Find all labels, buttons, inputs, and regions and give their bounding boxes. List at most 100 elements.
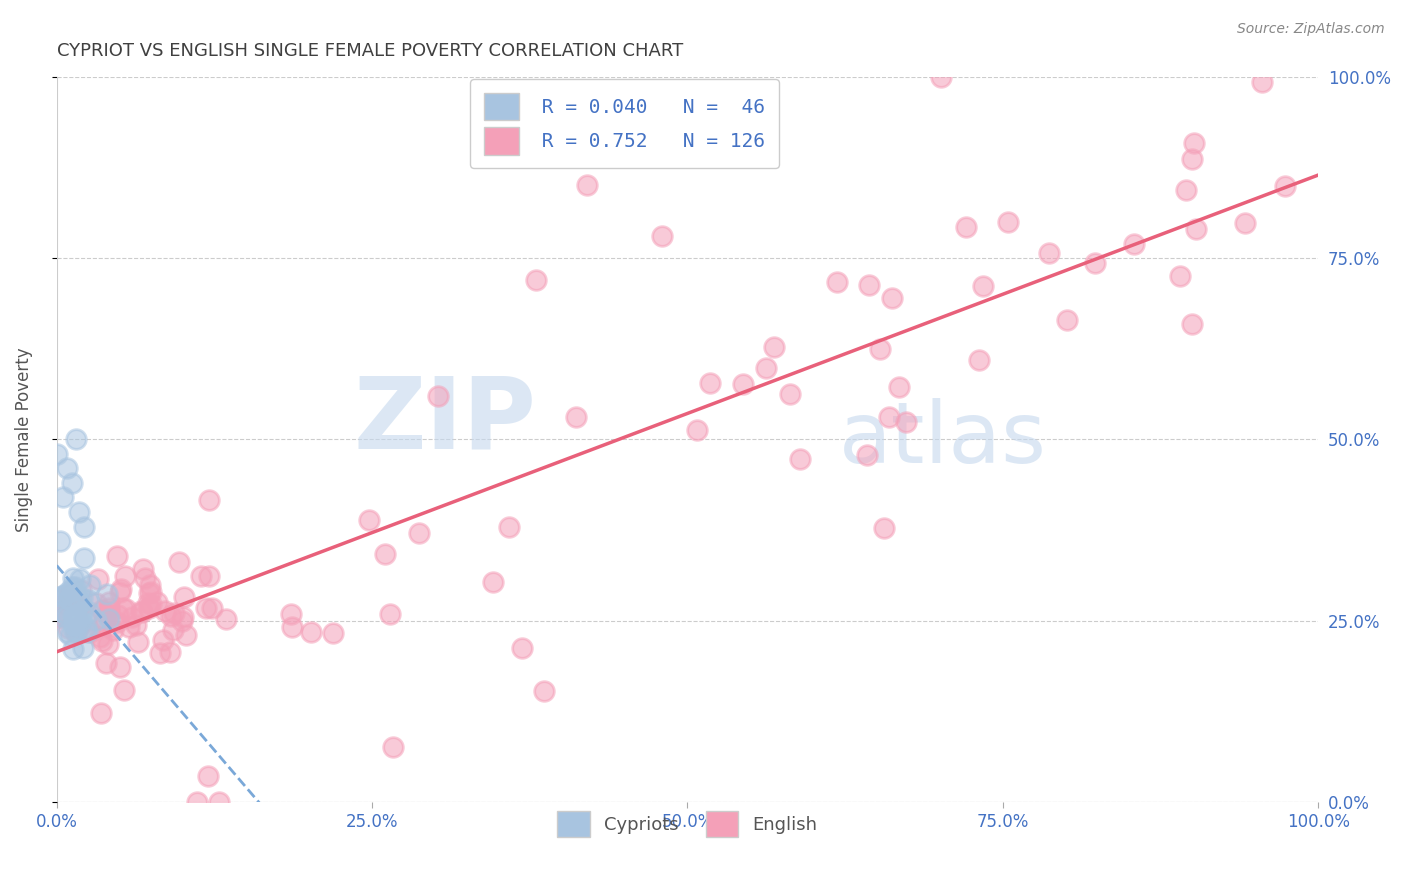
Point [195, 600, 218, 615]
Point [70, 614, 93, 628]
Point [138, 600, 160, 615]
Text: ZIP: ZIP [353, 373, 536, 470]
Point [141, 597, 163, 611]
Point [163, 607, 186, 621]
Point [699, 376, 721, 391]
Point [77, 593, 100, 607]
Point [118, 620, 141, 634]
Point [63, 597, 86, 611]
Point [138, 586, 160, 600]
Point [281, 620, 304, 634]
Point [96, 587, 118, 601]
Point [52, 609, 75, 624]
Point [53, 598, 76, 612]
Point [481, 575, 503, 590]
Point [67, 505, 90, 519]
Point [1181, 152, 1204, 166]
Point [59, 594, 82, 608]
Point [56, 621, 79, 635]
Point [190, 569, 212, 583]
Point [89, 630, 111, 644]
Point [138, 578, 160, 592]
Point [152, 633, 174, 648]
Point [66, 622, 89, 636]
Point [65, 433, 87, 447]
Point [139, 585, 162, 599]
Point [427, 389, 450, 403]
Point [70, 582, 93, 597]
Point [84, 596, 107, 610]
Point [46, 607, 69, 622]
Point [53, 588, 76, 602]
Point [49, 610, 72, 624]
Point [153, 604, 176, 618]
Point [322, 626, 344, 640]
Legend: Cypriots, English: Cypriots, English [550, 804, 825, 844]
Point [62, 571, 84, 585]
Point [510, 641, 533, 656]
Point [1084, 255, 1107, 269]
Point [1175, 183, 1198, 197]
Point [76, 615, 98, 629]
Point [533, 683, 555, 698]
Point [62, 583, 84, 598]
Point [101, 623, 124, 637]
Point [69, 592, 91, 607]
Point [58, 591, 80, 606]
Point [72, 640, 94, 655]
Point [111, 601, 134, 615]
Point [105, 615, 128, 630]
Point [65, 626, 87, 640]
Point [136, 596, 159, 610]
Point [1122, 236, 1144, 251]
Point [69, 572, 91, 586]
Point [1182, 136, 1205, 150]
Point [55, 624, 77, 639]
Point [201, 601, 224, 615]
Point [115, 601, 138, 615]
Point [59, 586, 82, 600]
Point [72, 605, 94, 619]
Point [90, 706, 112, 720]
Point [524, 273, 547, 287]
Point [889, 379, 911, 393]
Point [374, 547, 396, 561]
Point [45, 447, 67, 461]
Point [197, 769, 219, 783]
Point [65, 614, 87, 628]
Point [357, 513, 380, 527]
Point [97, 601, 120, 615]
Point [67, 620, 90, 634]
Point [97, 637, 120, 651]
Point [66, 614, 89, 628]
Point [997, 215, 1019, 229]
Point [651, 229, 673, 244]
Point [73, 519, 96, 533]
Point [134, 571, 156, 585]
Point [63, 580, 86, 594]
Point [52, 589, 75, 603]
Text: Source: ZipAtlas.com: Source: ZipAtlas.com [1237, 22, 1385, 37]
Point [110, 660, 132, 674]
Point [382, 739, 405, 754]
Point [48, 590, 70, 604]
Point [169, 555, 191, 569]
Point [174, 628, 197, 642]
Point [172, 610, 194, 624]
Y-axis label: Single Female Poverty: Single Female Poverty [15, 347, 32, 532]
Point [62, 641, 84, 656]
Point [94, 611, 117, 625]
Point [1181, 318, 1204, 332]
Point [408, 526, 430, 541]
Point [198, 569, 221, 583]
Point [299, 625, 322, 640]
Point [49, 591, 72, 606]
Point [779, 386, 801, 401]
Point [112, 683, 135, 698]
Point [129, 603, 152, 617]
Point [131, 605, 153, 619]
Point [132, 562, 155, 576]
Point [873, 521, 896, 535]
Point [731, 377, 754, 392]
Point [110, 585, 132, 599]
